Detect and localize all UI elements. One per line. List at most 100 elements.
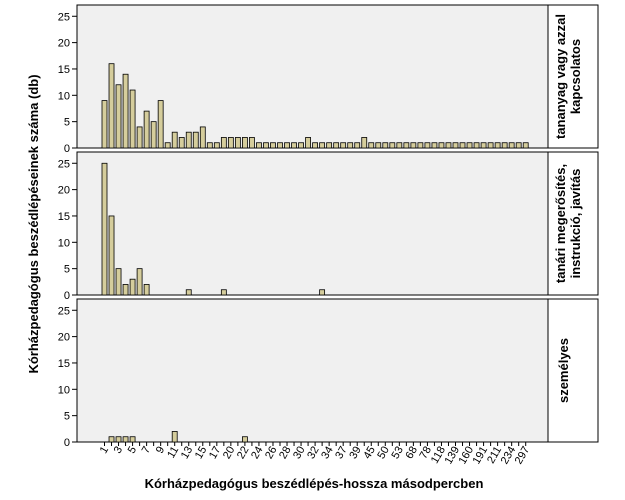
x-tick-label: 13	[179, 445, 196, 462]
bar-32	[312, 142, 319, 149]
bar-22	[241, 436, 248, 443]
bar-118	[438, 142, 445, 149]
bar-12	[178, 137, 185, 149]
bar-13	[185, 131, 192, 149]
x-tick-label: 22	[235, 445, 252, 462]
x-tick-label: 20	[221, 445, 238, 462]
bar-31	[305, 137, 311, 149]
bar-277	[515, 142, 522, 149]
bar-15	[199, 126, 206, 149]
bar-33	[319, 289, 326, 296]
x-tick-label: 1	[98, 445, 111, 456]
x-tick-label: 24	[249, 445, 266, 462]
x-tick-label: 39	[347, 445, 364, 462]
bar-5	[129, 89, 136, 149]
bar-297	[522, 142, 529, 149]
bar-9	[157, 100, 164, 149]
facet-label-2: tanári megerősítés,instrukció, javítás	[553, 164, 583, 283]
bar-191	[480, 142, 487, 149]
bar-5	[129, 278, 136, 296]
bar-11	[171, 131, 178, 149]
bar-20	[227, 137, 234, 149]
bar-2	[108, 436, 115, 443]
bar-19	[220, 137, 227, 149]
bar-26	[270, 142, 276, 149]
bar-153	[459, 142, 466, 149]
x-tick-label: 9	[154, 445, 167, 456]
bar-29	[291, 142, 297, 149]
x-axis-title: Kórházpedagógus beszédlépés-hossza másod…	[145, 476, 484, 491]
y-tick-label: 10	[58, 384, 70, 396]
y-tick-label: 10	[58, 90, 70, 102]
bar-72	[417, 142, 424, 149]
y-tick-label: 20	[58, 185, 70, 197]
bar-10	[164, 142, 171, 149]
x-tick-label: 26	[263, 445, 280, 462]
x-tick-label: 3	[112, 445, 125, 456]
bar-34	[326, 142, 333, 149]
bar-40	[361, 137, 368, 149]
bar-7	[143, 110, 150, 149]
bar-38	[347, 142, 354, 149]
bar-24	[256, 142, 262, 149]
bar-39	[354, 142, 361, 149]
bar-2	[108, 215, 115, 296]
bar-16	[206, 142, 213, 149]
x-tick-label: 68	[403, 445, 420, 462]
bar-21	[234, 137, 241, 149]
bar-139	[452, 142, 459, 149]
facet-label-line: tananyag vagy azzal	[553, 14, 568, 139]
bar-30	[298, 142, 304, 149]
bar-3	[115, 436, 122, 443]
x-tick-label: 50	[375, 445, 392, 462]
bar-6	[136, 126, 143, 149]
y-tick-label: 25	[58, 11, 70, 23]
bar-25	[263, 142, 269, 149]
x-tick-label: 53	[389, 445, 406, 462]
bar-68	[410, 142, 417, 149]
x-tick-label: 17	[207, 445, 224, 462]
bar-2	[108, 63, 115, 149]
panel-3-strip	[547, 298, 599, 443]
y-tick-label: 0	[64, 290, 70, 302]
bar-17	[213, 142, 220, 149]
facet-label-line: tanári megerősítés,	[553, 164, 568, 283]
bar-95	[431, 142, 438, 149]
bar-3	[115, 268, 122, 296]
bar-23	[249, 137, 255, 149]
bar-45	[368, 142, 375, 149]
bar-35	[333, 142, 340, 149]
y-tick-label: 5	[64, 264, 70, 276]
bar-33	[319, 142, 326, 149]
bar-1	[101, 100, 108, 149]
bar-28	[284, 142, 290, 149]
bar-160	[466, 142, 473, 149]
y-tick-label: 25	[58, 305, 70, 317]
bar-228	[501, 142, 508, 149]
bar-7	[143, 284, 150, 296]
facet-label-3: személyes	[556, 338, 571, 403]
bar-3	[115, 84, 122, 149]
bar-50	[382, 142, 389, 149]
y-tick-label: 0	[64, 143, 70, 155]
bar-22	[241, 137, 248, 149]
facet-label-1: tananyag vagy azzalkapcsolatos	[553, 14, 583, 139]
bar-129	[445, 142, 452, 149]
x-tick-label: 28	[277, 445, 294, 462]
y-tick-label: 15	[58, 64, 70, 76]
bar-11	[171, 431, 178, 443]
bar-56	[403, 142, 410, 149]
bar-4	[122, 436, 129, 443]
bar-5	[129, 436, 136, 443]
x-tick-label: 78	[418, 445, 435, 462]
x-tick-label: 11	[165, 445, 181, 461]
bar-234	[508, 142, 515, 149]
bar-27	[277, 142, 283, 149]
bar-4	[122, 284, 129, 296]
bar-52	[389, 142, 396, 149]
y-axis-title: Kórházpedagógus beszédlépéseinek száma (…	[26, 74, 41, 373]
bar-19	[220, 289, 227, 296]
x-tick-label: 30	[291, 445, 308, 462]
bar-14	[192, 131, 199, 149]
